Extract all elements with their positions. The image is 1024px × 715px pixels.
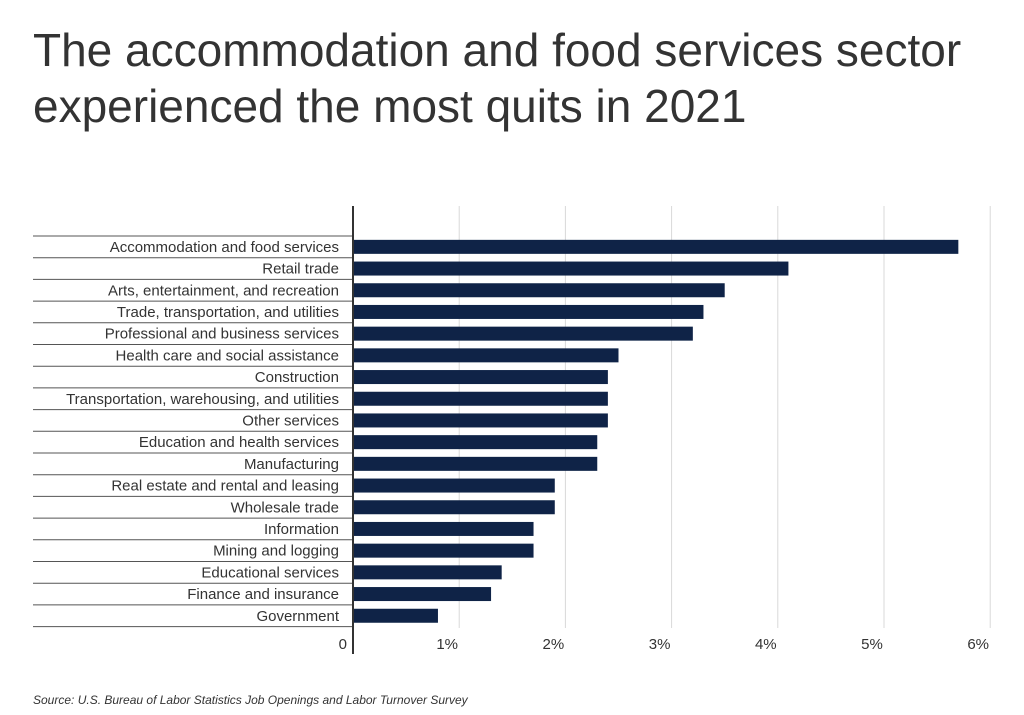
- category-label: Manufacturing: [244, 456, 339, 473]
- bar: [353, 370, 608, 385]
- chart-title: The accommodation and food services sect…: [33, 24, 962, 132]
- bar: [353, 326, 693, 341]
- bar: [353, 521, 534, 536]
- bar: [353, 413, 608, 428]
- category-label: Information: [264, 521, 339, 538]
- bar: [353, 608, 438, 623]
- category-label: Transportation, warehousing, and utiliti…: [66, 391, 339, 408]
- x-tick-label: 5%: [861, 636, 883, 653]
- bar: [353, 391, 608, 406]
- x-tick-labels: 0 1% 2% 3% 4% 5% 6%: [339, 636, 989, 653]
- chart-area: Accommodation and food services Retail tr…: [0, 190, 1024, 670]
- bar: [353, 565, 502, 580]
- category-label: Wholesale trade: [231, 499, 339, 516]
- x-tick-label: 0: [339, 636, 347, 653]
- bars: [353, 239, 959, 623]
- x-tick-label: 3%: [649, 636, 671, 653]
- category-label: Educational services: [201, 564, 339, 581]
- category-label: Finance and insurance: [187, 586, 339, 603]
- bar: [353, 261, 789, 276]
- x-tick-label: 2%: [543, 636, 565, 653]
- category-labels: Accommodation and food services Retail tr…: [66, 239, 340, 625]
- x-tick-label: 1%: [436, 636, 458, 653]
- bar: [353, 500, 555, 515]
- bar: [353, 478, 555, 493]
- category-label: Accommodation and food services: [110, 239, 339, 256]
- bar: [353, 348, 619, 363]
- bar: [353, 587, 492, 602]
- category-label: Retail trade: [262, 261, 339, 278]
- category-label: Real estate and rental and leasing: [111, 478, 339, 495]
- x-tick-label: 4%: [755, 636, 777, 653]
- bar-chart: Accommodation and food services Retail tr…: [33, 206, 991, 654]
- category-label: Other services: [242, 412, 339, 429]
- category-label: Health care and social assistance: [116, 347, 339, 364]
- bar: [353, 239, 959, 254]
- category-label: Education and health services: [139, 434, 339, 451]
- category-label: Arts, entertainment, and recreation: [108, 282, 339, 299]
- x-tick-label: 6%: [967, 636, 989, 653]
- category-separators: [33, 235, 353, 628]
- category-label: Government: [256, 608, 339, 625]
- gridlines: [458, 206, 991, 628]
- category-label: Mining and logging: [213, 543, 339, 560]
- bar: [353, 283, 725, 298]
- bar: [353, 304, 704, 319]
- source-note: Source: U.S. Bureau of Labor Statistics …: [33, 693, 468, 707]
- category-label: Professional and business services: [105, 326, 339, 343]
- category-label: Trade, transportation, and utilities: [117, 304, 339, 321]
- bar: [353, 456, 598, 471]
- bar: [353, 435, 598, 450]
- bar: [353, 543, 534, 558]
- category-label: Construction: [255, 369, 339, 386]
